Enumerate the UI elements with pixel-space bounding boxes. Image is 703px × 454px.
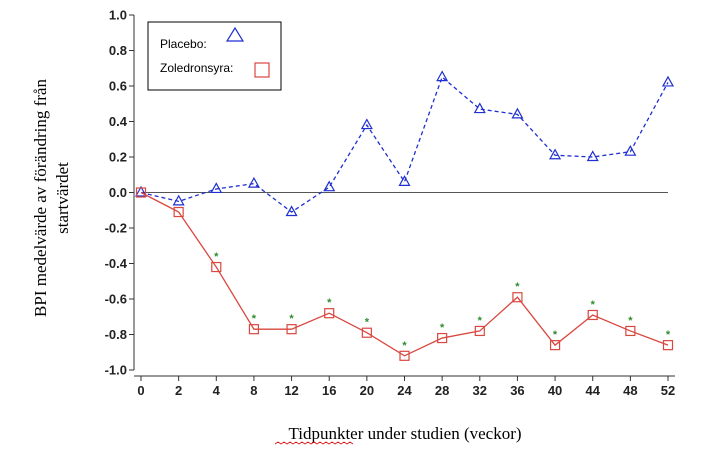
- significance-asterisk: *: [553, 329, 558, 341]
- y-axis-label-line-1: BPI medelvärde av förändring från: [31, 79, 50, 317]
- zoledronsyra-point: [437, 332, 448, 344]
- series-line-placebo: [140, 76, 669, 213]
- placebo-point: [360, 118, 373, 130]
- legend-triangle-icon: [225, 26, 245, 42]
- significance-asterisk: *: [440, 322, 445, 334]
- y-tick-label: -0.4: [105, 256, 128, 271]
- x-axis-label: Tidpunkter under studien (veckor): [288, 424, 521, 443]
- placebo-point: [285, 205, 298, 217]
- significance-asterisk: *: [402, 340, 407, 352]
- x-label-spellcheck-underline: [274, 441, 354, 445]
- y-tick-label: 0.0: [109, 185, 127, 200]
- zoledronsyra-point: [549, 340, 561, 351]
- zoledronsyra-point: [512, 292, 523, 303]
- x-tick-label: 44: [585, 383, 600, 398]
- x-tick-label: 12: [284, 383, 298, 398]
- significance-asterisk: *: [289, 313, 294, 325]
- x-tick-label: 2: [175, 383, 182, 398]
- placebo-point: [586, 150, 599, 162]
- placebo-point: [624, 144, 637, 156]
- x-tick-label: 0: [137, 383, 144, 398]
- y-tick-label: -0.6: [105, 292, 127, 307]
- x-tick-label: 20: [360, 383, 374, 398]
- zoledronsyra-point: [173, 206, 184, 218]
- y-tick-label: 0.4: [109, 114, 128, 129]
- x-tick-label: 32: [473, 383, 487, 398]
- x-tick-label: 48: [623, 383, 637, 398]
- placebo-point: [247, 176, 260, 188]
- y-tick-label: -1.0: [105, 363, 127, 378]
- x-tick-label: 40: [548, 383, 562, 398]
- placebo-point: [511, 107, 524, 119]
- y-ticks: 1.0 0.8 0.6 0.4 0.2 0.0 -0.2 -0.4 -0.6 -0.8 -1.0: [105, 8, 134, 378]
- significance-asterisk: *: [327, 297, 332, 309]
- y-tick-label: 0.8: [109, 43, 127, 58]
- y-tick-label: 0.2: [109, 150, 127, 165]
- zoledronsyra-point: [286, 324, 297, 335]
- significance-asterisk: *: [252, 313, 257, 325]
- zoledronsyra-point: [399, 350, 410, 361]
- x-tick-label: 52: [661, 383, 675, 398]
- x-tick-label: 24: [397, 383, 412, 398]
- significance-asterisk: *: [515, 281, 520, 293]
- placebo-point: [549, 148, 562, 160]
- significance-markers: * * * * * * * * * * * * *: [214, 251, 671, 352]
- zoledronsyra-point: [211, 261, 222, 273]
- zoledronsyra-point: [587, 309, 598, 321]
- legend-label-placebo: Placebo:: [160, 37, 207, 51]
- legend-box: [147, 21, 282, 91]
- zoledronsyra-point: [361, 327, 372, 338]
- x-tick-label: 28: [435, 383, 449, 398]
- significance-asterisk: *: [478, 315, 483, 327]
- x-tick-label: 16: [322, 383, 336, 398]
- significance-asterisk: *: [628, 315, 633, 327]
- y-tick-label: 1.0: [109, 8, 127, 23]
- legend: Placebo: Zoledronsyra:: [147, 21, 282, 91]
- legend-label-zoledronsyra: Zoledronsyra:: [160, 61, 233, 75]
- x-tick-label: 8: [250, 383, 257, 398]
- series-layer: [134, 70, 675, 361]
- placebo-point: [323, 180, 336, 192]
- x-tick-label: 4: [213, 383, 221, 398]
- series-line-zoledronsyra: [140, 191, 669, 357]
- placebo-point: [661, 75, 675, 87]
- placebo-point: [473, 102, 486, 114]
- y-tick-label: -0.2: [105, 221, 127, 236]
- x-tick-label: 36: [510, 383, 524, 398]
- significance-asterisk: *: [365, 317, 370, 329]
- placebo-point: [210, 182, 223, 194]
- placebo-point: [436, 70, 449, 82]
- zoledronsyra-point: [474, 325, 485, 337]
- significance-asterisk: *: [591, 299, 596, 311]
- x-ticks: 0 2 4 8 12 16 20 24 28 32 36 40 44 48 52: [137, 376, 675, 398]
- zoledronsyra-point: [248, 324, 260, 335]
- zoledronsyra-point: [324, 308, 335, 319]
- legend-square-icon: [254, 62, 270, 78]
- zoledronsyra-point: [662, 340, 674, 351]
- zoledronsyra-point: [625, 325, 636, 337]
- significance-asterisk: *: [214, 251, 219, 263]
- y-axis-label-line-2: startvärdet: [53, 162, 72, 234]
- significance-asterisk: *: [666, 329, 671, 341]
- zoledronsyra-point: [135, 187, 147, 198]
- y-tick-label: 0.6: [109, 79, 127, 94]
- placebo-point: [172, 194, 185, 206]
- y-tick-label: -0.8: [105, 327, 127, 342]
- placebo-point: [134, 185, 148, 197]
- placebo-point: [398, 175, 411, 186]
